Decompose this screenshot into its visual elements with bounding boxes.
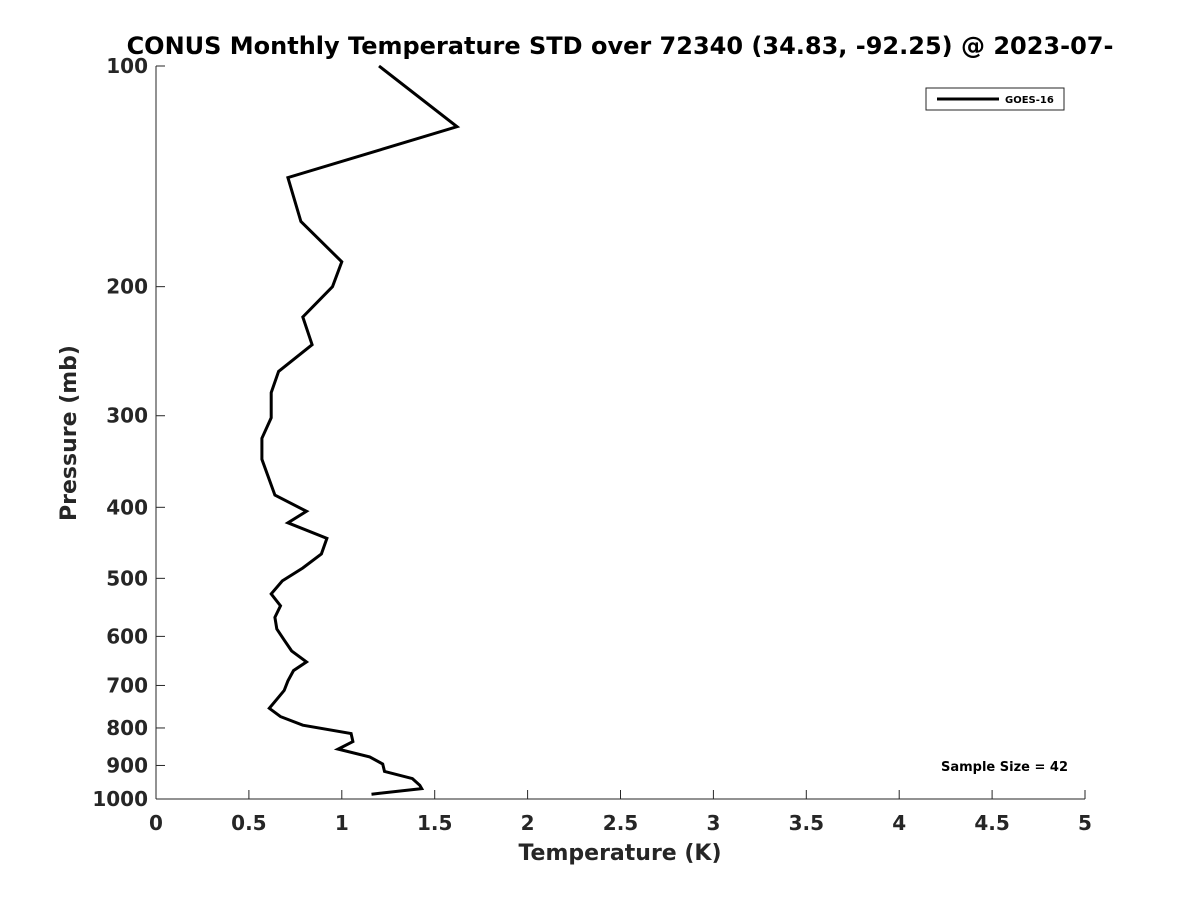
x-ticks: 0 0.5 1 1.5 2 2.5 3 3.5 4 4.5 5 <box>149 790 1092 835</box>
y-tick-label: 200 <box>106 275 148 299</box>
y-tick-label: 300 <box>106 404 148 428</box>
x-tick-label: 2 <box>521 811 535 835</box>
x-axis-label: Temperature (K) <box>518 841 721 866</box>
y-ticks: 100 200 300 400 500 600 700 800 900 1000 <box>92 54 165 811</box>
sample-size-annotation: Sample Size = 42 <box>941 760 1068 775</box>
x-tick-label: 1 <box>335 811 349 835</box>
y-tick-label: 600 <box>106 624 148 648</box>
y-tick-label: 400 <box>106 495 148 519</box>
x-tick-label: 5 <box>1078 811 1092 835</box>
series-layer <box>260 64 461 796</box>
x-tick-label: 3.5 <box>789 811 824 835</box>
y-tick-label: 500 <box>106 566 148 590</box>
y-tick-label: 900 <box>106 753 148 777</box>
legend-entry: GOES-16 <box>1005 95 1054 106</box>
y-tick-label: 800 <box>106 716 148 740</box>
x-tick-label: 4 <box>892 811 906 835</box>
x-tick-label: 3 <box>706 811 720 835</box>
x-tick-label: 0 <box>149 811 163 835</box>
legend: GOES-16 <box>925 87 1065 111</box>
x-tick-label: 0.5 <box>231 811 266 835</box>
x-tick-label: 1.5 <box>417 811 452 835</box>
chart-title: CONUS Monthly Temperature STD over 72340… <box>127 32 1114 60</box>
x-tick-label: 2.5 <box>603 811 638 835</box>
y-tick-label: 1000 <box>92 787 148 811</box>
y-axis-label: Pressure (mb) <box>57 345 82 521</box>
series-line-0 <box>260 64 461 796</box>
y-tick-label: 100 <box>106 54 148 78</box>
y-tick-label: 700 <box>106 673 148 697</box>
x-tick-label: 4.5 <box>974 811 1009 835</box>
